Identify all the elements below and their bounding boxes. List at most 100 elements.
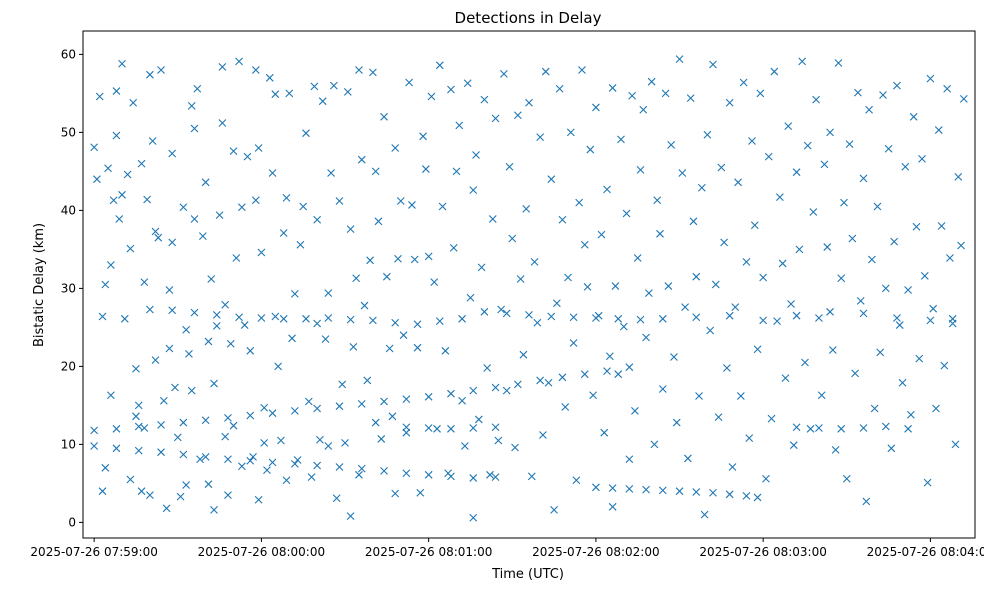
data-point (608, 502, 617, 511)
data-point (335, 402, 344, 411)
data-point (435, 317, 444, 326)
data-point (290, 406, 299, 415)
data-point (201, 416, 210, 425)
data-point (486, 470, 494, 479)
data-point (915, 354, 924, 363)
data-point (447, 389, 455, 398)
data-point (419, 132, 427, 141)
data-point (572, 476, 581, 485)
data-point (742, 491, 751, 500)
data-point (324, 314, 333, 322)
data-point (926, 316, 935, 325)
data-point (318, 97, 327, 106)
data-point (491, 383, 500, 392)
data-point (580, 370, 589, 379)
data-point (594, 311, 603, 320)
data-point (795, 245, 804, 254)
data-point (764, 152, 773, 161)
data-point (452, 167, 461, 176)
data-point (196, 455, 204, 464)
data-point (714, 413, 723, 421)
data-point (661, 89, 670, 98)
data-point (112, 131, 121, 140)
y-tick-label: 20 (61, 359, 76, 373)
data-point (438, 202, 447, 211)
data-point (341, 438, 349, 447)
data-point (335, 197, 344, 205)
data-point (619, 322, 628, 331)
data-point (575, 198, 584, 207)
data-point (583, 282, 592, 291)
data-point (405, 78, 414, 87)
data-point (469, 386, 478, 395)
data-point (770, 67, 779, 76)
data-point (544, 378, 553, 387)
data-point (134, 422, 143, 431)
data-point (168, 238, 177, 247)
data-point (865, 105, 873, 114)
data-point (355, 470, 363, 479)
data-point (801, 358, 809, 367)
data-point (324, 289, 333, 297)
data-point (731, 303, 740, 312)
data-point (491, 473, 500, 482)
data-point (597, 230, 606, 239)
data-point (603, 185, 611, 194)
data-point (826, 128, 834, 137)
data-point (187, 101, 196, 110)
data-point (338, 380, 347, 389)
data-point (151, 356, 160, 365)
data-point (881, 284, 890, 293)
data-point (168, 149, 177, 158)
data-point (488, 215, 497, 223)
data-point (926, 74, 935, 83)
data-point (271, 90, 280, 99)
data-point (380, 112, 388, 121)
data-point (402, 469, 411, 478)
data-point (112, 424, 121, 433)
data-point (773, 317, 781, 326)
data-point (633, 254, 642, 262)
data-point (725, 490, 734, 499)
plot-frame (82, 30, 976, 539)
data-point (561, 403, 570, 411)
data-point (789, 441, 798, 450)
data-point (257, 314, 266, 322)
data-point (198, 232, 207, 241)
data-point (246, 456, 255, 465)
data-point (491, 423, 500, 432)
data-point (316, 435, 324, 444)
data-point (859, 309, 868, 318)
data-point (644, 289, 653, 297)
data-point (460, 442, 469, 450)
data-point (435, 61, 444, 70)
data-point (608, 484, 617, 492)
data-point (427, 92, 436, 101)
data-point (357, 464, 366, 473)
data-point (650, 440, 659, 449)
data-point (725, 98, 734, 107)
data-point (402, 428, 411, 437)
data-point (93, 175, 101, 184)
data-point (876, 348, 885, 357)
data-point (179, 450, 188, 459)
data-point (182, 325, 191, 334)
data-point (906, 410, 915, 419)
data-point (625, 484, 634, 493)
data-point (511, 443, 519, 452)
data-point (664, 282, 673, 290)
data-point (327, 169, 335, 177)
data-point (346, 512, 355, 521)
data-point (237, 462, 246, 471)
data-point (762, 474, 770, 483)
data-point (349, 343, 358, 351)
data-point (240, 321, 249, 329)
data-point (201, 452, 210, 461)
data-point (658, 385, 667, 393)
data-point (463, 79, 472, 88)
data-point (815, 314, 823, 322)
data-point (667, 140, 676, 149)
data-point (265, 73, 274, 82)
data-point (639, 105, 648, 114)
